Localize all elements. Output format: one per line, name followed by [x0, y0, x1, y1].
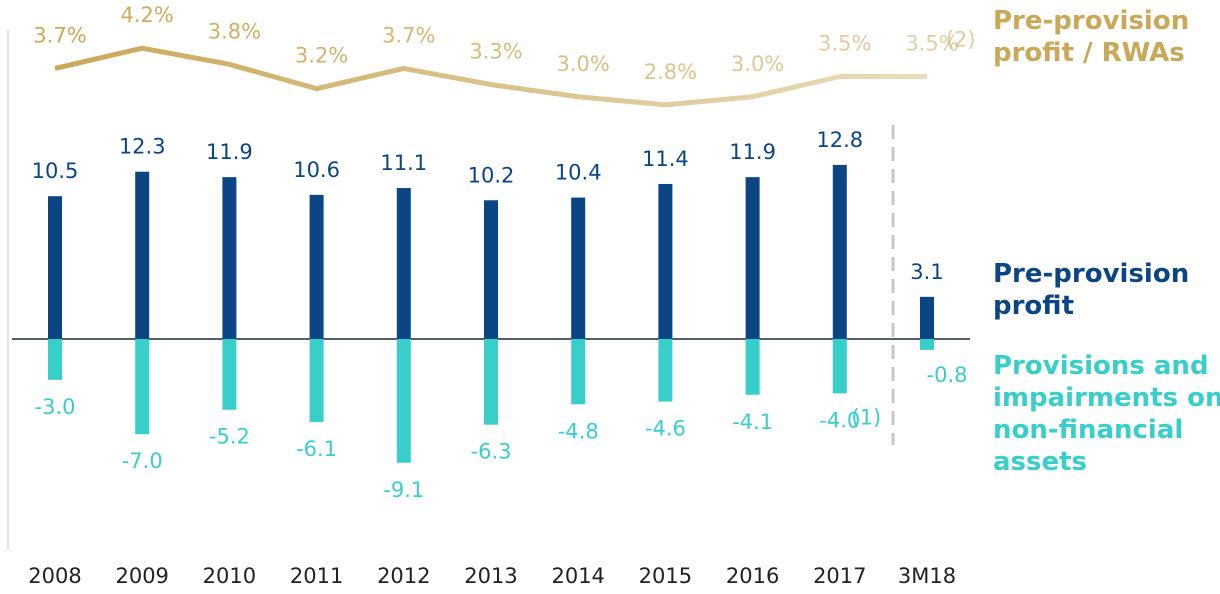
x-tick-label: 2010: [203, 564, 256, 588]
bar: [396, 339, 411, 463]
x-tick-label: 2009: [115, 564, 168, 588]
data-label: 3.0%: [731, 52, 784, 76]
data-label: -4.0: [819, 408, 860, 432]
data-label: -3.0: [35, 395, 76, 419]
data-label: 10.6: [293, 158, 340, 182]
data-label: 3.7%: [33, 23, 86, 47]
data-label: -6.1: [296, 437, 337, 461]
x-tick-label: 2013: [464, 564, 517, 588]
data-label: 12.3: [119, 135, 166, 159]
bar: [484, 200, 498, 339]
data-label: 10.5: [32, 159, 79, 183]
bar: [484, 339, 498, 425]
data-label: -6.3: [471, 440, 512, 464]
x-tick-label: 2011: [290, 564, 343, 588]
bar: [48, 339, 62, 380]
bar: [48, 196, 62, 339]
bar: [309, 339, 324, 422]
bar: [571, 339, 586, 405]
data-label: 11.9: [729, 140, 776, 164]
bar: [222, 177, 237, 339]
data-label: 3.8%: [208, 19, 261, 43]
data-label: 2.8%: [644, 60, 697, 84]
legend-entry: Provisions and impairments on non-financ…: [993, 351, 1220, 477]
data-label: -4.8: [558, 419, 599, 443]
data-label: 3.7%: [382, 23, 435, 47]
data-label: 11.4: [642, 147, 689, 171]
data-label: 3.3%: [469, 40, 522, 64]
bar: [832, 339, 847, 394]
bar: [396, 188, 411, 339]
data-label: 10.4: [555, 161, 602, 185]
data-label: 12.8: [816, 128, 863, 152]
bar: [920, 339, 934, 350]
bar: [745, 177, 760, 339]
data-label: -0.8: [927, 363, 968, 387]
data-label: 3.5%: [905, 32, 958, 56]
x-tick-label: 2008: [28, 564, 81, 588]
x-tick-label: 2014: [551, 564, 604, 588]
bar: [658, 183, 673, 339]
data-label: -4.1: [732, 410, 773, 434]
bar: [832, 164, 847, 339]
data-label: -9.1: [383, 478, 424, 502]
x-tick-label: 3M18: [898, 564, 956, 588]
bar: [745, 339, 760, 395]
data-label: 3.2%: [295, 44, 348, 68]
ratio-line: [54, 45, 927, 108]
bar: [658, 339, 673, 402]
data-label: 3.1: [910, 260, 943, 284]
data-label: -5.2: [209, 425, 250, 449]
x-tick-label: 2015: [639, 564, 692, 588]
x-tick-label: 2017: [813, 564, 866, 588]
data-label: -7.0: [122, 449, 163, 473]
bar: [135, 339, 150, 435]
data-label: 11.1: [380, 151, 427, 175]
x-tick-label: 2012: [377, 564, 430, 588]
bar: [571, 197, 586, 339]
data-label: 11.9: [206, 140, 253, 164]
legend-entry: Pre-provision profit / RWAs: [993, 6, 1190, 68]
footnote: (1): [851, 405, 881, 429]
footnote: (2): [946, 28, 976, 52]
bar: [920, 296, 934, 339]
data-label: 3.5%: [818, 32, 871, 56]
x-tick-label: 2016: [726, 564, 779, 588]
bar: [222, 339, 237, 410]
bar: [135, 171, 150, 339]
data-label: 3.0%: [557, 52, 610, 76]
data-label: -4.6: [645, 417, 686, 441]
legend-entry: Pre-provision profit: [993, 259, 1190, 321]
bar: [309, 194, 324, 339]
data-label: 4.2%: [121, 3, 174, 27]
data-label: 10.2: [468, 163, 515, 187]
